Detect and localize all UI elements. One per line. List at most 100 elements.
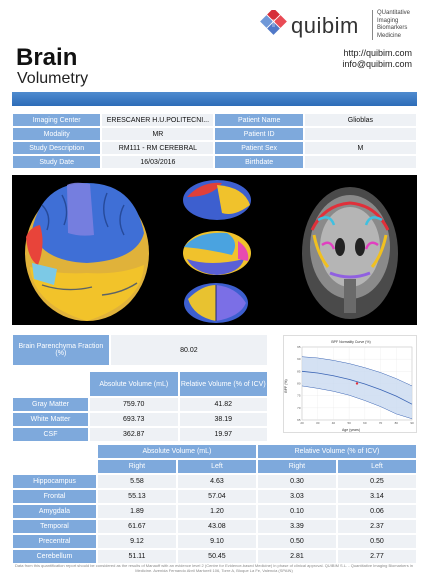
- cell-rel-left: 3.14: [337, 490, 416, 503]
- table-row: Imaging Center ERESCANER H.U.POLITECNI..…: [13, 114, 416, 126]
- cell-rel-left: 2.37: [337, 520, 416, 533]
- x-tick-label: 20: [300, 421, 304, 425]
- y-tick-label: 75: [297, 394, 301, 398]
- tissue-volume-table: Absolute Volume (mL) Relative Volume (% …: [11, 370, 269, 443]
- info-value: ERESCANER H.U.POLITECNI...: [102, 114, 214, 126]
- info-value: 16/03/2016: [102, 156, 214, 168]
- row-label: Amygdala: [13, 505, 96, 518]
- cell-rel-left: 0.50: [337, 535, 416, 548]
- cell-abs-left: 57.04: [177, 490, 256, 503]
- table-row: Cerebellum 51.11 50.45 2.81 2.77: [13, 550, 416, 563]
- table-header-row: Absolute Volume (mL) Relative Volume (% …: [13, 445, 416, 458]
- cell-abs: 759.70: [90, 398, 178, 411]
- row-label: White Matter: [13, 413, 88, 426]
- website-link[interactable]: http://quibim.com: [343, 48, 412, 58]
- info-label: Patient Name: [215, 114, 303, 126]
- email-link[interactable]: info@quibim.com: [342, 59, 412, 69]
- row-label: Cerebellum: [13, 550, 96, 563]
- table-row: CSF 362.87 19.97: [13, 428, 267, 441]
- cell-rel-right: 0.50: [257, 535, 336, 548]
- cell-rel-right: 2.81: [257, 550, 336, 563]
- mri-coronal-slice: [302, 187, 398, 319]
- x-tick-label: 80: [395, 421, 399, 425]
- info-value: MR: [102, 128, 214, 140]
- report-title: Brain: [16, 44, 78, 71]
- regional-volume-table: Absolute Volume (mL) Relative Volume (% …: [11, 443, 418, 565]
- tagline-line: Biomarkers: [377, 25, 408, 31]
- column-header: Right: [97, 460, 176, 473]
- cell-rel-left: 0.06: [337, 505, 416, 518]
- cell-abs-left: 50.45: [177, 550, 256, 563]
- info-label: Imaging Center: [13, 114, 101, 126]
- x-tick-label: 90: [410, 421, 414, 425]
- x-tick-label: 40: [332, 421, 336, 425]
- cell-abs: 362.87: [90, 428, 178, 441]
- contact-info: http://quibim.com info@quibim.com: [342, 48, 412, 70]
- table-header-row: Right Left Right Left: [13, 460, 416, 473]
- column-header: Left: [337, 460, 416, 473]
- cell-abs-right: 55.13: [97, 490, 176, 503]
- row-label: CSF: [13, 428, 88, 441]
- header-divider-bar: [12, 92, 417, 106]
- y-tick-label: 70: [297, 406, 301, 410]
- cell-abs-left: 4.63: [177, 475, 256, 488]
- brand-name: quibim: [291, 13, 359, 38]
- brain-3d-side-views: [183, 180, 251, 323]
- series-line: [301, 356, 413, 387]
- quibim-logo-icon: [260, 10, 287, 35]
- info-value: Glioblas: [304, 114, 416, 126]
- patient-point: [355, 382, 359, 385]
- column-header: Relative Volume (% of ICV): [179, 372, 267, 396]
- brain-render-illustration: [25, 180, 398, 323]
- info-label: Study Description: [13, 142, 101, 154]
- table-row: Temporal 61.67 43.08 3.39 2.37: [13, 520, 416, 533]
- x-tick-label: 50: [347, 421, 351, 425]
- cell-abs-right: 51.11: [97, 550, 176, 563]
- cell-abs-left: 43.08: [177, 520, 256, 533]
- cell-abs-right: 5.58: [97, 475, 176, 488]
- y-tick-label: 65: [297, 418, 301, 422]
- tagline-line: QUantitative: [377, 10, 411, 16]
- table-row: Brain Parenchyma Fraction (%) 80.02: [13, 335, 267, 365]
- bpf-label: Brain Parenchyma Fraction (%): [13, 335, 109, 365]
- chart-ylabel: BPF (%): [284, 379, 288, 392]
- bpf-table: Brain Parenchyma Fraction (%) 80.02: [11, 333, 269, 367]
- cell-abs-right: 1.89: [97, 505, 176, 518]
- series-line: [301, 385, 413, 420]
- report-subtitle: Volumetry: [17, 70, 89, 87]
- chart-xlabel: Age (years): [342, 428, 360, 432]
- cell-rel-right: 0.10: [257, 505, 336, 518]
- info-label: Modality: [13, 128, 101, 140]
- column-header: Absolute Volume (mL): [97, 445, 256, 458]
- row-label: Precentral: [13, 535, 96, 548]
- table-row: Hippocampus 5.58 4.63 0.30 0.25: [13, 475, 416, 488]
- brand-tagline: QUantitative Imaging Biomarkers Medicine: [372, 10, 410, 40]
- cell-rel: 19.97: [179, 428, 267, 441]
- cell-rel: 38.19: [179, 413, 267, 426]
- normality-band: [302, 356, 412, 419]
- cell-rel-right: 3.39: [257, 520, 336, 533]
- info-label: Patient Sex: [215, 142, 303, 154]
- table-row: Study Description RM111 - RM CEREBRAL Pa…: [13, 142, 416, 154]
- y-tick-label: 80: [297, 382, 301, 386]
- cell-abs-left: 9.10: [177, 535, 256, 548]
- row-label: Temporal: [13, 520, 96, 533]
- info-value: RM111 - RM CEREBRAL: [102, 142, 214, 154]
- bpf-value: 80.02: [110, 335, 267, 365]
- cell-abs-left: 1.20: [177, 505, 256, 518]
- patient-info-table: Imaging Center ERESCANER H.U.POLITECNI..…: [11, 112, 418, 170]
- row-label: Gray Matter: [13, 398, 88, 411]
- corner-cell: [13, 445, 96, 458]
- x-tick-label: 60: [363, 421, 367, 425]
- bpf-normality-chart: BPF Normality Curve (%) Age (years) BPF …: [283, 335, 417, 433]
- table-row: Amygdala 1.89 1.20 0.10 0.06: [13, 505, 416, 518]
- report-header: Brain Volumetry quibim QUantitative Imag…: [0, 0, 429, 88]
- table-row: Frontal 55.13 57.04 3.03 3.14: [13, 490, 416, 503]
- table-row: White Matter 693.73 38.19: [13, 413, 267, 426]
- row-label: Frontal: [13, 490, 96, 503]
- series-line: [301, 370, 413, 405]
- x-tick-label: 30: [316, 421, 320, 425]
- tagline-line: Imaging: [377, 17, 399, 24]
- table-row: Precentral 9.12 9.10 0.50 0.50: [13, 535, 416, 548]
- y-tick-label: 85: [297, 369, 301, 373]
